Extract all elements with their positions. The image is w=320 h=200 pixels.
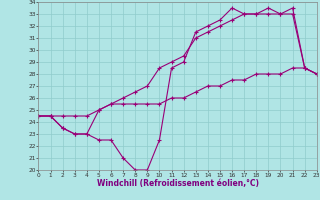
X-axis label: Windchill (Refroidissement éolien,°C): Windchill (Refroidissement éolien,°C) <box>97 179 259 188</box>
